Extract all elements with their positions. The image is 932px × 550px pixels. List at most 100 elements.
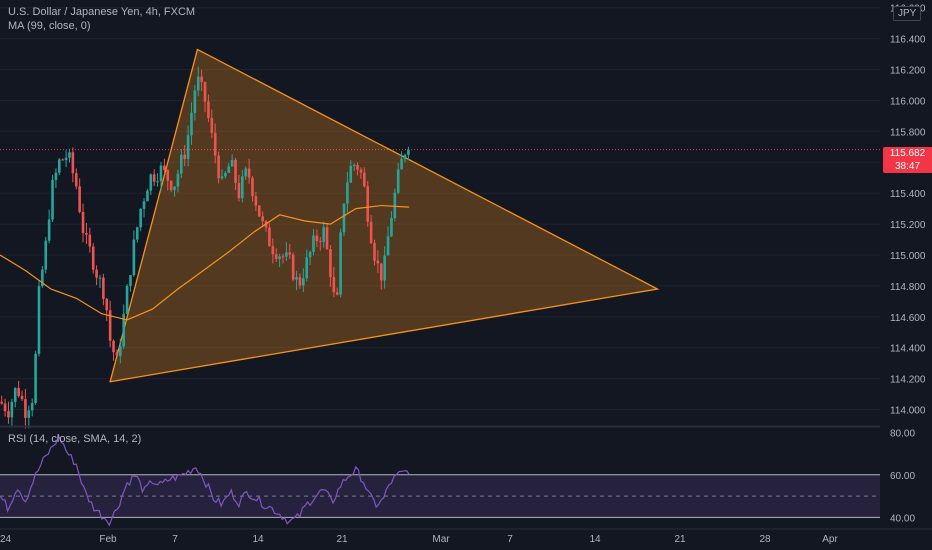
- candle-body: [335, 292, 339, 295]
- candle-body: [190, 112, 193, 136]
- bar-countdown: 38:47: [894, 161, 921, 172]
- moving-average-line: [0, 204, 410, 321]
- rsi-legend[interactable]: RSI (14, close, SMA, 14, 2): [8, 433, 142, 445]
- candle-body: [85, 232, 88, 235]
- rsi-band-area: [0, 474, 880, 518]
- candle-body: [261, 216, 264, 222]
- candle-body: [47, 219, 51, 241]
- time-tick-label: Mar: [432, 534, 450, 545]
- symbol-legend[interactable]: U.S. Dollar / Japanese Yen, 4h, FXCM: [8, 6, 196, 18]
- candle-body: [271, 246, 275, 255]
- candle-body: [312, 235, 315, 252]
- candle-body: [346, 182, 349, 204]
- ma-legend[interactable]: MA (99, close, 0): [8, 20, 91, 32]
- last-price-value: 115.682: [889, 148, 926, 159]
- candle-body: [254, 196, 258, 206]
- candle-body: [91, 246, 95, 270]
- triangle-pattern-drawing[interactable]: [109, 48, 660, 383]
- triangle-shape[interactable]: [109, 48, 660, 383]
- rsi-line: [0, 433, 410, 527]
- candle-body: [30, 402, 34, 411]
- candle-body: [241, 176, 244, 199]
- candle-body: [54, 172, 58, 180]
- candle-body: [119, 346, 122, 356]
- candle-body: [193, 90, 197, 113]
- candle-body: [132, 239, 136, 276]
- candle-body: [403, 154, 407, 159]
- candle-body: [61, 159, 64, 161]
- candle-body: [125, 285, 129, 314]
- candle-body: [407, 149, 410, 155]
- candle-body: [159, 165, 163, 182]
- candle-body: [156, 181, 159, 183]
- candle-body: [237, 182, 241, 199]
- candle-body: [152, 174, 156, 182]
- candle-body: [180, 154, 183, 174]
- candle-body: [129, 275, 132, 286]
- candle-body: [288, 252, 292, 255]
- candle-body: [51, 179, 54, 220]
- candle-body: [213, 132, 217, 156]
- time-tick-label: 7: [172, 534, 178, 545]
- candle-body: [200, 76, 203, 83]
- price-tick-label: 116.400: [890, 35, 926, 46]
- candle-body: [373, 242, 376, 261]
- price-tick-label: 114.600: [890, 313, 926, 324]
- candle-body: [24, 399, 27, 418]
- time-axis[interactable]: 24 Feb 7 14 21 Mar 7 14 21 28 Apr: [0, 528, 932, 545]
- price-tick-label: 114.800: [890, 282, 926, 293]
- candle-body: [176, 173, 180, 187]
- candle-body: [227, 166, 231, 173]
- candle-body: [163, 165, 166, 171]
- candle-body: [315, 235, 319, 242]
- candle-body: [17, 388, 20, 396]
- candle-body: [74, 173, 78, 187]
- candle-body: [251, 177, 254, 197]
- time-tick-label: Apr: [822, 534, 838, 545]
- time-tick-label: 14: [589, 534, 601, 545]
- candle-body: [281, 256, 285, 258]
- rsi-axis[interactable]: 40.00 60.00 80.00: [890, 428, 915, 524]
- candle-body: [139, 208, 142, 228]
- candle-body: [142, 201, 146, 209]
- time-tick-label: 24: [0, 534, 12, 545]
- price-axis[interactable]: 114.000 114.200 114.400 114.600 114.800 115.0…: [880, 0, 932, 550]
- currency-badge[interactable]: JPY: [893, 6, 922, 21]
- candle-body: [173, 186, 176, 191]
- time-tick-label: 28: [759, 534, 771, 545]
- candle-body: [302, 278, 305, 286]
- candle-body: [295, 277, 298, 280]
- candle-body: [196, 76, 200, 91]
- candle-body: [339, 232, 342, 295]
- candle-body: [166, 170, 170, 181]
- candle-body: [359, 169, 363, 173]
- candle-body: [81, 211, 85, 233]
- candles: [0, 66, 410, 429]
- candle-body: [58, 159, 61, 173]
- candle-body: [34, 353, 37, 403]
- price-axis-bg: [880, 0, 932, 550]
- candle-body: [400, 158, 403, 170]
- time-tick-label: 7: [507, 534, 513, 545]
- rsi-path: [0, 433, 410, 527]
- candle-body: [342, 203, 346, 233]
- candle-body: [169, 180, 173, 191]
- candle-body: [234, 159, 237, 183]
- candle-body: [329, 249, 332, 278]
- candle-body: [20, 395, 24, 400]
- candle-body: [308, 251, 312, 258]
- candle-body: [247, 168, 251, 178]
- candle-body: [95, 269, 98, 278]
- time-tick-label: 21: [336, 534, 348, 545]
- candle-body: [386, 236, 390, 256]
- price-tick-label: 115.400: [890, 189, 926, 200]
- candle-body: [149, 174, 153, 191]
- candle-body: [78, 186, 81, 212]
- candle-body: [349, 165, 353, 183]
- candle-body: [274, 254, 278, 260]
- candle-body: [41, 269, 44, 287]
- candle-body: [112, 340, 115, 353]
- candle-body: [44, 240, 48, 270]
